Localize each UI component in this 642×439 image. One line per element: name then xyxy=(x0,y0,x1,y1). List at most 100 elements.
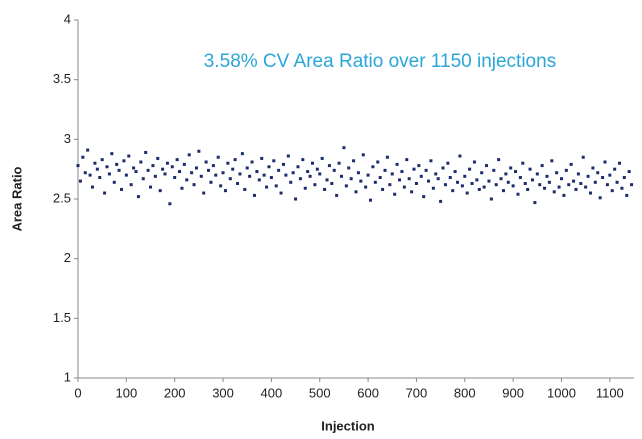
point xyxy=(199,174,203,178)
point xyxy=(257,178,261,182)
point xyxy=(405,158,409,162)
point xyxy=(381,187,385,191)
point xyxy=(359,179,363,183)
point xyxy=(562,193,566,197)
point xyxy=(617,161,621,165)
point xyxy=(209,180,213,184)
point xyxy=(129,183,133,187)
point xyxy=(103,191,107,195)
point xyxy=(557,185,561,189)
x-tick-label: 500 xyxy=(309,385,331,400)
y-tick-label: 3 xyxy=(64,131,71,146)
point xyxy=(543,186,547,190)
point xyxy=(388,183,392,187)
point xyxy=(458,154,462,158)
point xyxy=(107,172,111,176)
point xyxy=(559,177,563,181)
point xyxy=(240,152,244,156)
point xyxy=(262,173,266,177)
point xyxy=(535,172,539,176)
point xyxy=(412,167,416,171)
point xyxy=(383,168,387,172)
point xyxy=(315,167,319,171)
point xyxy=(419,174,423,178)
point xyxy=(518,176,522,180)
point xyxy=(390,172,394,176)
point xyxy=(596,171,600,175)
point xyxy=(207,168,211,172)
point xyxy=(221,171,225,175)
point xyxy=(526,187,530,191)
point xyxy=(499,177,503,181)
point xyxy=(144,150,148,154)
point xyxy=(470,181,474,185)
point xyxy=(588,191,592,195)
point xyxy=(339,174,343,178)
point xyxy=(516,192,520,196)
point xyxy=(371,165,375,169)
y-tick-label: 3.5 xyxy=(53,71,71,86)
point xyxy=(233,158,237,162)
point xyxy=(463,174,467,178)
point xyxy=(303,186,307,190)
point xyxy=(576,172,580,176)
point xyxy=(279,191,283,195)
point xyxy=(552,190,556,194)
point xyxy=(289,180,293,184)
point xyxy=(182,162,186,166)
point xyxy=(446,161,450,165)
point xyxy=(364,185,368,189)
point xyxy=(93,161,97,165)
x-tick-label: 900 xyxy=(502,385,524,400)
point xyxy=(136,195,140,199)
point xyxy=(593,180,597,184)
point xyxy=(294,197,298,201)
point xyxy=(429,159,433,163)
point xyxy=(313,183,317,187)
x-tick-label: 0 xyxy=(74,385,81,400)
point xyxy=(456,180,460,184)
point xyxy=(146,168,150,172)
point xyxy=(342,146,346,150)
point xyxy=(156,156,160,160)
point xyxy=(301,158,305,162)
point xyxy=(395,162,399,166)
point xyxy=(385,155,389,159)
point xyxy=(115,162,119,166)
point xyxy=(192,183,196,187)
point xyxy=(327,164,331,168)
point xyxy=(477,187,481,191)
point xyxy=(574,187,578,191)
point xyxy=(323,187,327,191)
point xyxy=(581,155,585,159)
point xyxy=(236,181,240,185)
point xyxy=(410,190,414,194)
point xyxy=(291,171,295,175)
point xyxy=(219,184,223,188)
point xyxy=(366,173,370,177)
point xyxy=(83,171,87,175)
point xyxy=(88,173,92,177)
point xyxy=(422,195,426,199)
point xyxy=(132,166,136,170)
point xyxy=(417,164,421,168)
point xyxy=(603,160,607,164)
point xyxy=(325,178,329,182)
point xyxy=(352,159,356,163)
point xyxy=(153,174,157,178)
point xyxy=(255,170,259,174)
point xyxy=(134,170,138,174)
point xyxy=(528,167,532,171)
point xyxy=(453,170,457,174)
point xyxy=(272,159,276,163)
point xyxy=(567,183,571,187)
point xyxy=(296,165,300,169)
x-tick-label: 300 xyxy=(212,385,234,400)
point xyxy=(180,186,184,190)
point xyxy=(284,173,288,177)
point xyxy=(163,172,167,176)
point xyxy=(139,160,143,164)
point xyxy=(472,160,476,164)
point xyxy=(91,185,95,189)
